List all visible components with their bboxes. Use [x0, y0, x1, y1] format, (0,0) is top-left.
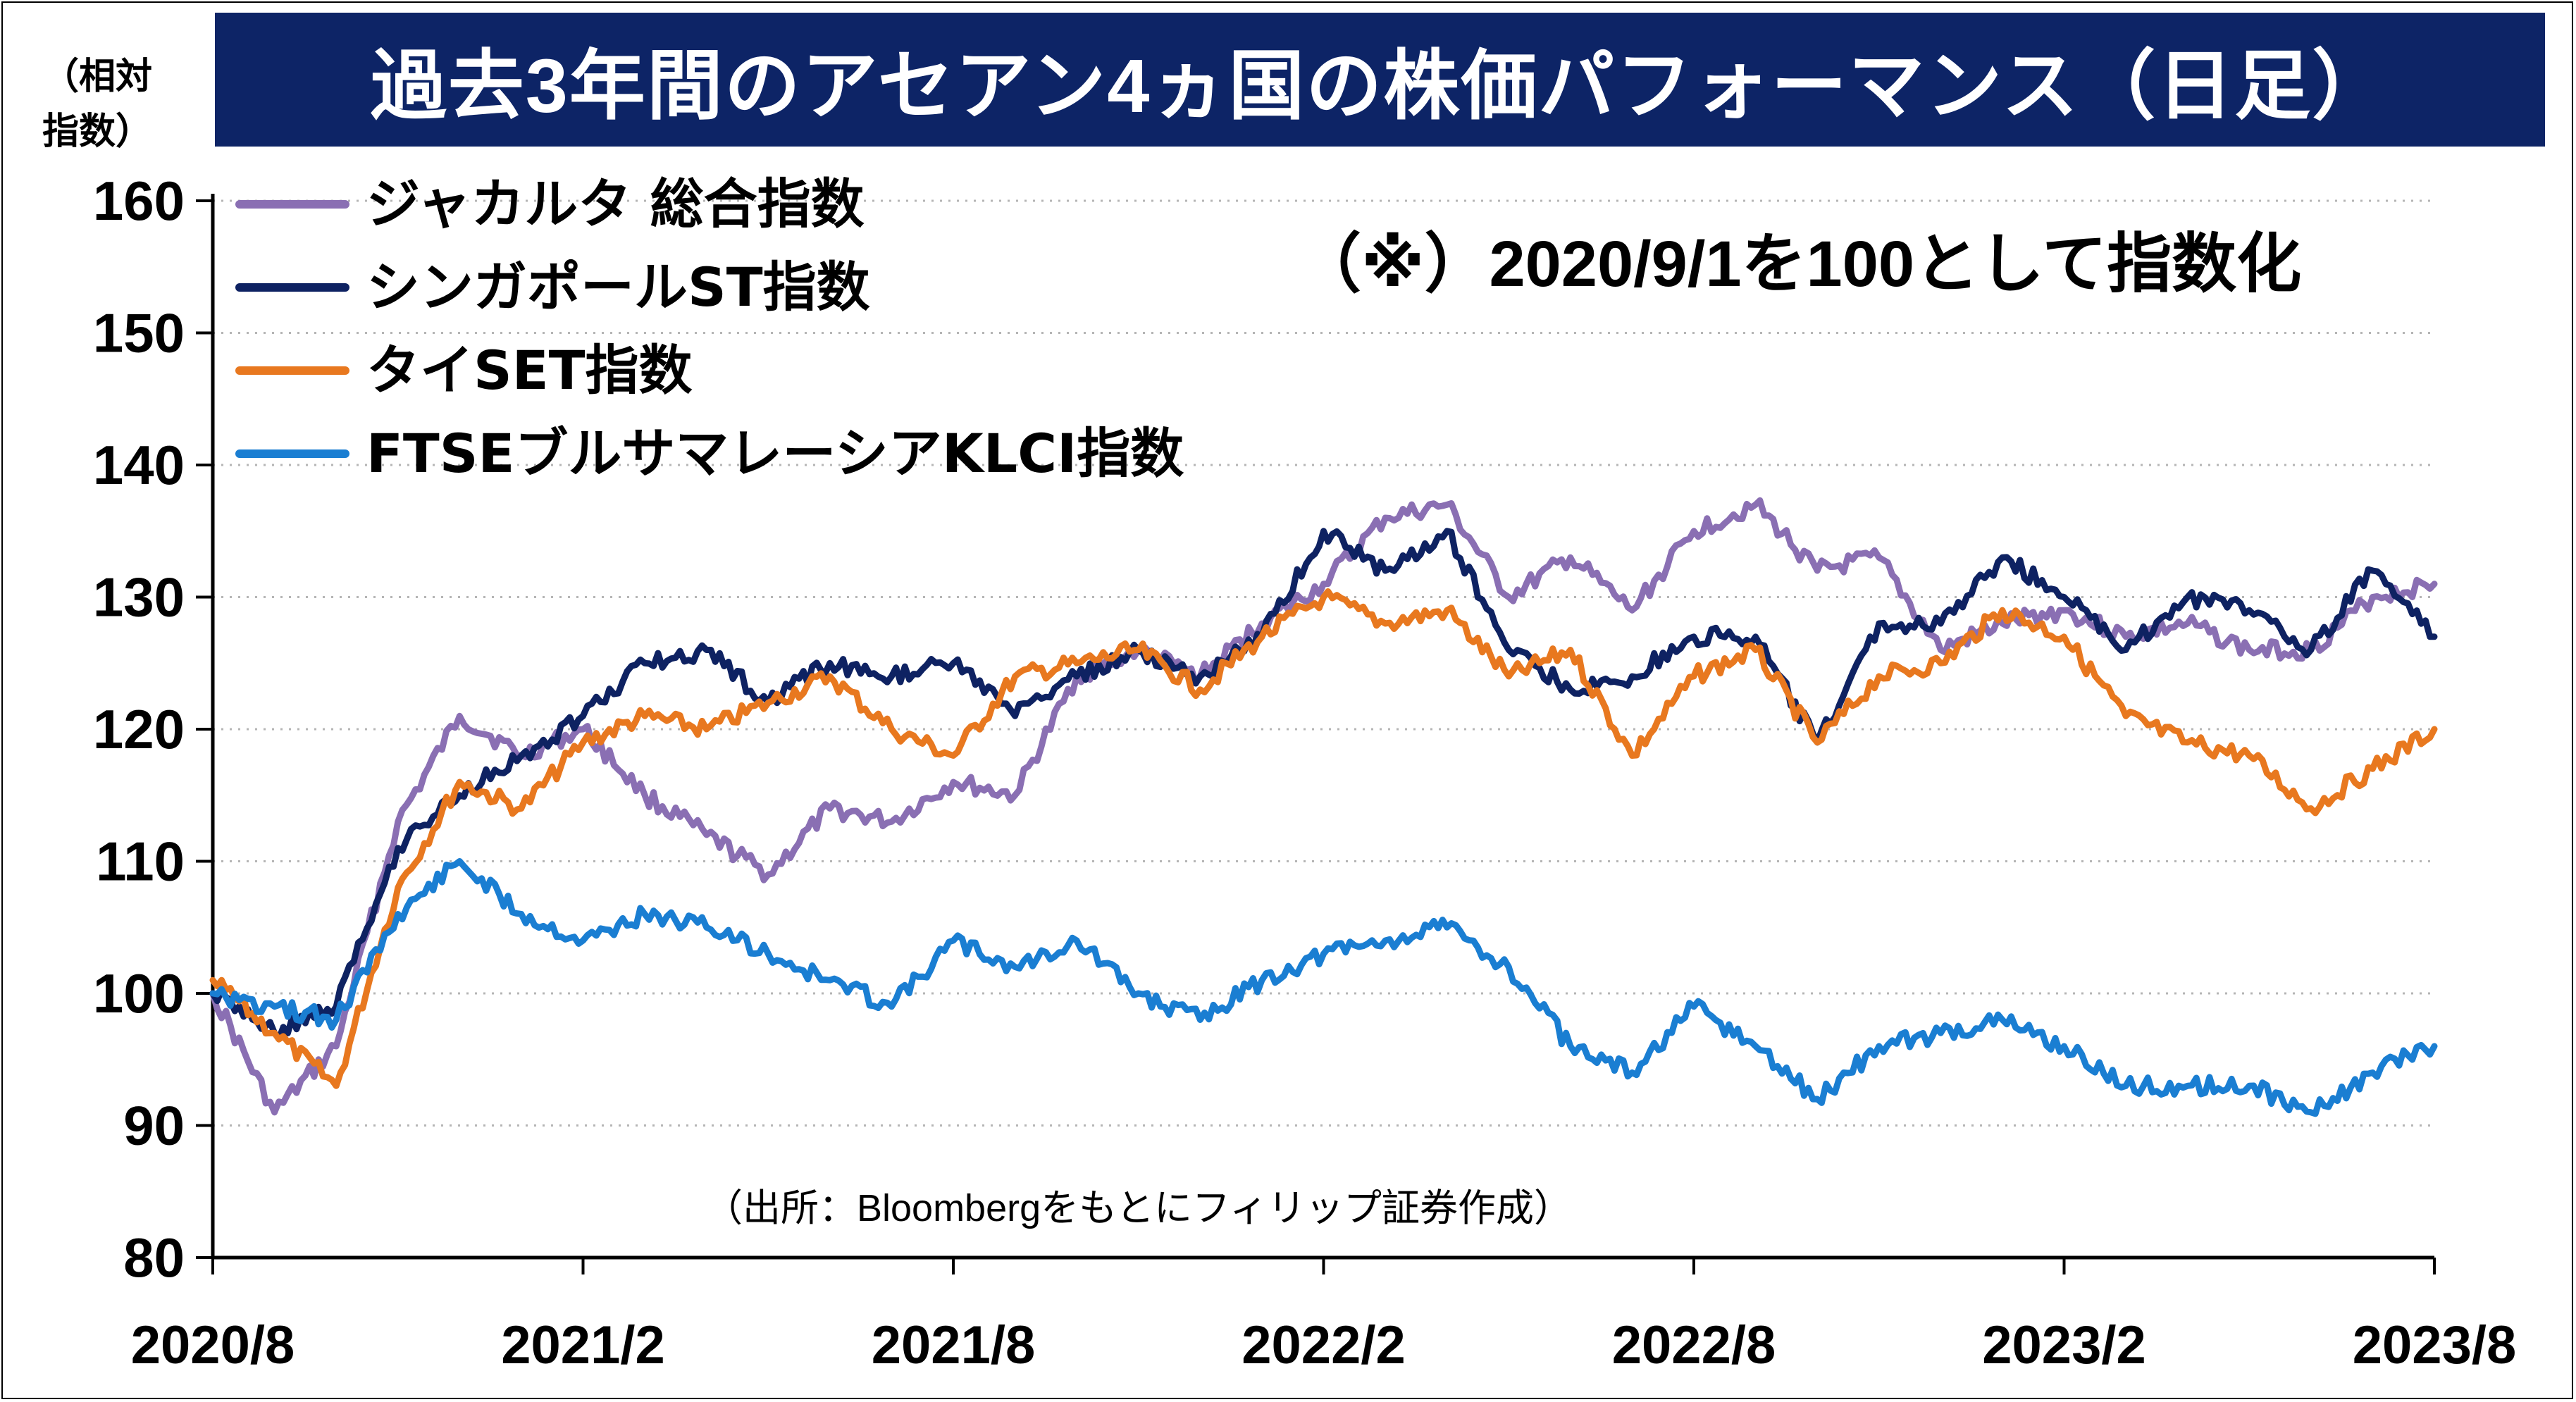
y-tick-label: 150	[93, 302, 185, 364]
series-line-1	[209, 528, 2438, 1042]
legend-label-1: シンガポールST指数	[366, 256, 870, 318]
chart-title: 過去3年間のアセアン4ヵ国の株価パフォーマンス（日足）	[370, 43, 2390, 128]
x-tick-label: 2020/8	[131, 1315, 295, 1375]
legend-label-2: タイSET指数	[366, 339, 693, 402]
y-axis-unit-label: （相対 指数）	[42, 49, 197, 159]
y-tick-label: 120	[93, 698, 185, 760]
y-tick-label: 100	[93, 962, 185, 1024]
x-tick-label: 2021/8	[872, 1315, 1035, 1375]
y-tick-label: 80	[123, 1227, 185, 1289]
y-tick-label: 130	[93, 566, 185, 628]
y-axis-unit-line-2: 指数）	[42, 111, 153, 152]
chart-title-banner: 過去3年間のアセアン4ヵ国の株価パフォーマンス（日足）	[215, 13, 2545, 147]
legend-label-3: FTSEブルサマレーシアKLCI指数	[366, 422, 1184, 485]
y-tick-label: 160	[93, 170, 185, 232]
y-tick-label: 140	[93, 434, 185, 496]
series-lines	[209, 497, 2438, 1117]
y-tick-label: 90	[123, 1095, 185, 1157]
index-note: （※）2020/9/1を100として指数化	[1296, 228, 2302, 300]
y-tick-labels: 80 90 100 110 120 130 140 150 160	[93, 170, 185, 1289]
x-tick-label: 2022/2	[1241, 1315, 1405, 1375]
legend-label-0: ジャカルタ 総合指数	[366, 173, 865, 235]
x-tick-labels: 2020/8 2021/2 2021/8 2022/2 2022/8 2023/2 2023…	[131, 1315, 2516, 1375]
x-tick-label: 2023/8	[2353, 1315, 2516, 1375]
series-line-2	[209, 588, 2438, 1089]
x-tick-label: 2021/2	[501, 1315, 664, 1375]
y-axis-unit-line-1: （相対	[42, 56, 153, 97]
source-note: （出所：Bloombergをもとにフィリップ証券作成）	[705, 1187, 1572, 1229]
x-tick-label: 2023/2	[1982, 1315, 2145, 1375]
series-line-0	[209, 497, 2438, 1116]
series-line-3	[209, 858, 2438, 1117]
x-tick-label: 2022/8	[1612, 1315, 1776, 1375]
y-tick-label: 110	[96, 831, 185, 893]
axes	[196, 194, 2436, 1274]
